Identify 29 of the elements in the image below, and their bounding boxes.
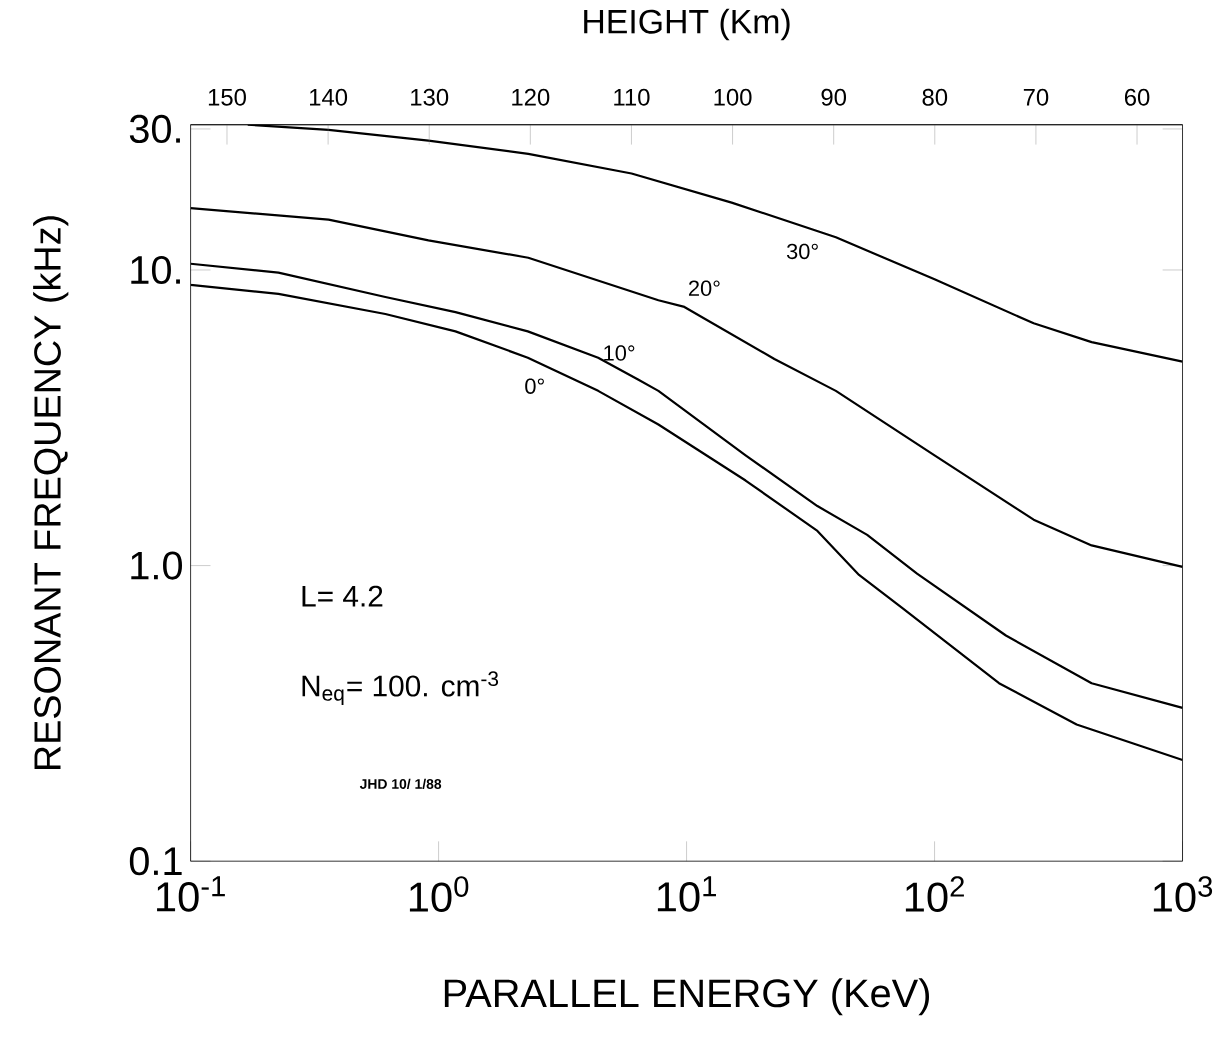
x-tick-label: 10$^{1}$ xyxy=(657,876,716,912)
y-tick-label: 30. xyxy=(129,114,180,144)
annotation: L= 4.2 xyxy=(302,585,383,607)
x-tick-label: 10$^{-1}$ xyxy=(157,876,225,912)
x2-tick-label: 80 xyxy=(922,88,948,106)
x2-tick-label: 100 xyxy=(714,88,752,106)
series-label: 10° xyxy=(604,345,635,361)
y-axis-title: RESONANT FREQUENCY (kHz) xyxy=(33,216,69,770)
x2-tick-label: 120 xyxy=(512,88,550,106)
x2-axis-title: HEIGHT (Km) xyxy=(584,8,790,41)
x-axis-title: PARALLEL ENERGY (KeV) xyxy=(444,978,930,1016)
x2-tick-label: 60 xyxy=(1124,88,1150,106)
series-label: 20° xyxy=(688,280,720,297)
annotation: N$_{eq}$= 100. cm$^{-3}$ xyxy=(302,671,499,706)
x2-tick-label: 110 xyxy=(614,88,650,106)
series-label: 30° xyxy=(786,243,818,260)
x2-tick-label: 130 xyxy=(411,88,449,106)
x-tick-label: 10$^{0}$ xyxy=(409,876,469,913)
x2-tick-label: 140 xyxy=(310,88,348,106)
series-label: 0° xyxy=(525,378,544,395)
annotation: JHD 10/ 1/88 xyxy=(359,778,442,790)
y-tick-label: 1.0 xyxy=(131,551,183,580)
x-tick-label: 10$^{3}$ xyxy=(1153,876,1213,913)
x2-tick-label: 70 xyxy=(1023,88,1049,106)
y-tick-label: 0.1 xyxy=(129,847,182,876)
x2-tick-label: 150 xyxy=(208,88,246,106)
y-tick-label: 10. xyxy=(131,256,180,285)
x-tick-label: 10$^{2}$ xyxy=(905,876,964,913)
x2-tick-label: 90 xyxy=(821,88,847,106)
